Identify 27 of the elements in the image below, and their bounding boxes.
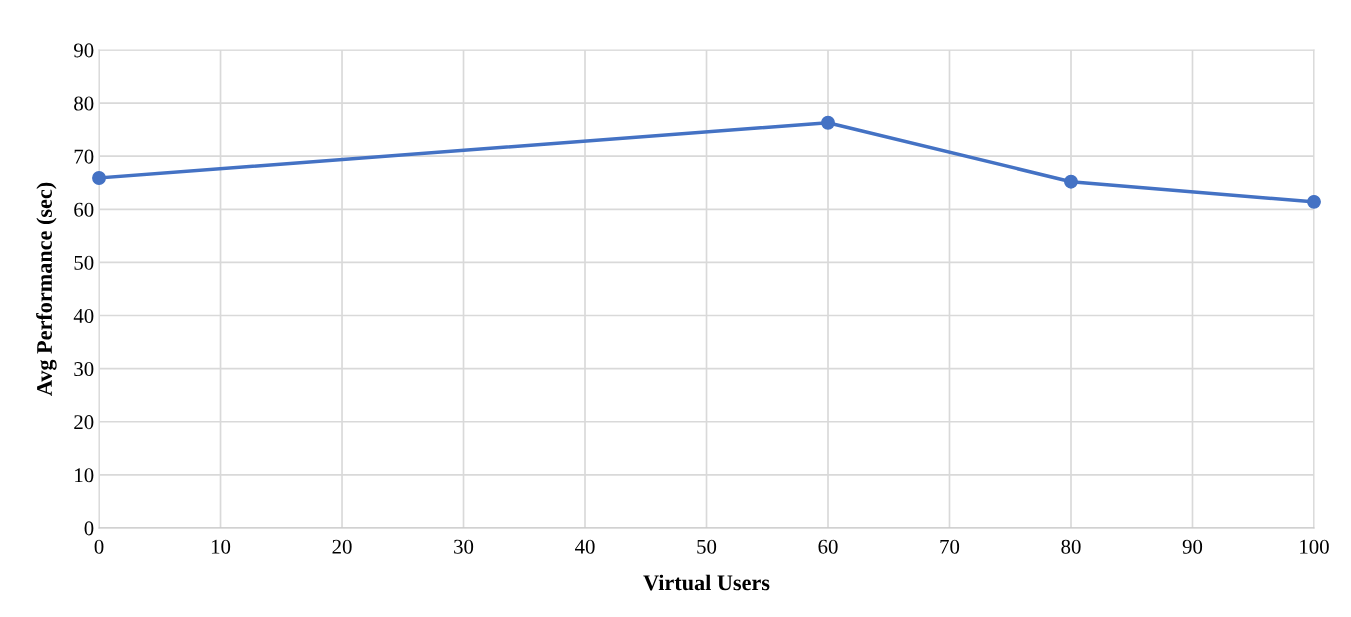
x-tick-label: 70: [940, 539, 960, 554]
point: [92, 171, 106, 185]
x-tick-label: 20: [332, 539, 352, 554]
x-tick-label: 100: [1300, 539, 1329, 554]
point: [1307, 194, 1321, 209]
x-axis-title: Virtual Users: [643, 574, 770, 591]
x-tick-label: 10: [211, 539, 231, 554]
x-tick-label: 90: [1182, 539, 1203, 554]
y-tick-label: 80: [74, 96, 94, 111]
y-tick-label: 90: [74, 43, 94, 58]
y-tick-label: 20: [74, 415, 94, 430]
point: [821, 115, 835, 130]
y-tick-label: 10: [75, 468, 94, 483]
y-tick-label: 50: [74, 255, 94, 270]
y-axis-title: Avg Performance (sec): [36, 182, 57, 396]
x-tick-label: 60: [818, 539, 838, 554]
y-tick-label: 70: [74, 149, 94, 164]
x-tick-label: 50: [697, 539, 717, 554]
y-tick-label: 0: [84, 521, 94, 536]
x-tick-label: 0: [94, 539, 104, 554]
y-tick-label: 30: [74, 362, 94, 377]
x-tick-label: 30: [454, 539, 474, 554]
x-tick-label: 80: [1061, 539, 1081, 554]
point: [1064, 174, 1078, 189]
y-tick-label: 40: [73, 308, 94, 323]
y-tick-label: 60: [74, 202, 94, 217]
x-tick-label: 40: [575, 539, 595, 554]
